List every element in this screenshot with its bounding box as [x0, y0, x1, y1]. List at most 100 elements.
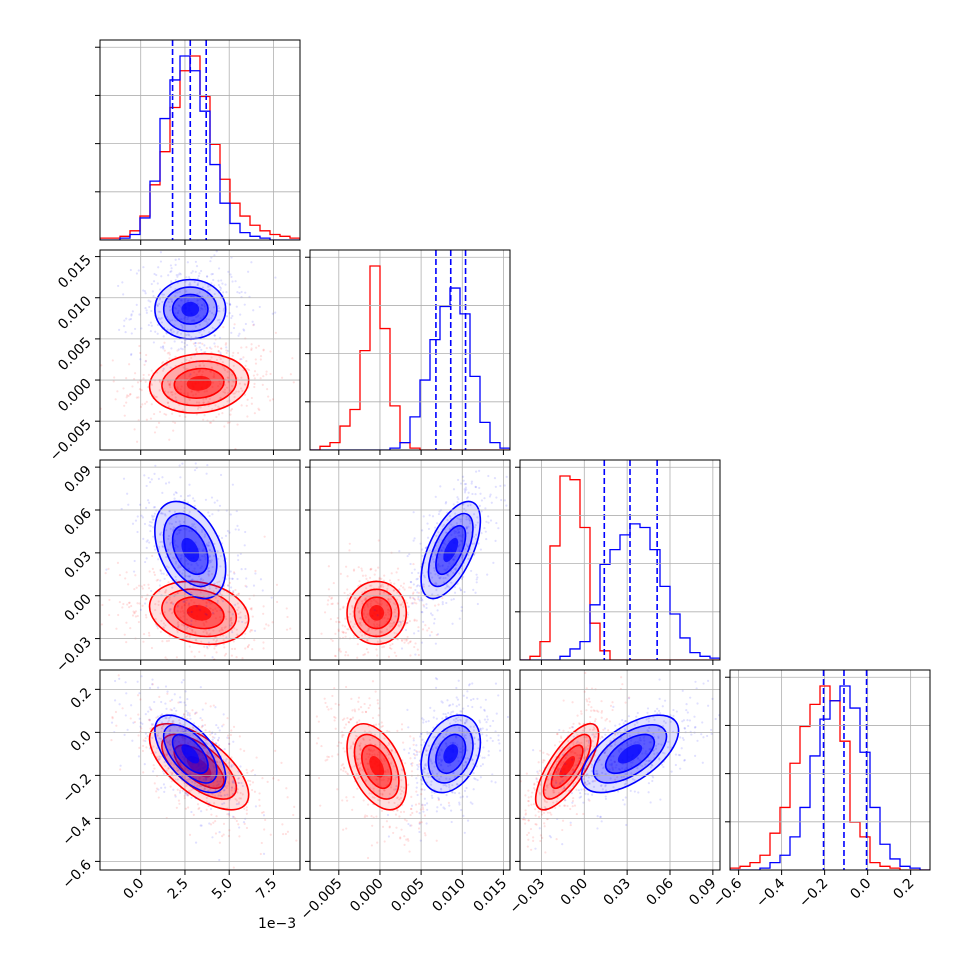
x-tick-label: 0.0	[847, 876, 874, 903]
blue-contour	[435, 733, 467, 775]
y-tick-label: 0.005	[55, 334, 95, 374]
red-density	[369, 756, 385, 778]
blue-density	[443, 744, 459, 764]
red-contour	[361, 596, 393, 630]
x-offset-label: 1e−3	[258, 916, 296, 932]
scatter-panel-2-1	[305, 459, 511, 665]
x-tick-label: 0.06	[643, 875, 676, 908]
y-tick-label: 0.2	[68, 685, 95, 712]
blue-contour	[154, 714, 227, 794]
x-tick-label: 2.5	[165, 876, 192, 903]
blue-scatter-points	[373, 469, 510, 656]
y-tick-label: 0.000	[55, 376, 95, 416]
x-tick-label: −0.005	[298, 876, 346, 924]
blue-contour	[427, 724, 474, 784]
hist-panel-3: −0.6 −0.4 −0.2 0.0 0.2	[710, 669, 931, 911]
red-contour	[148, 352, 250, 414]
red-contour	[346, 722, 408, 811]
panel-frame	[309, 249, 511, 451]
blue-contour	[162, 724, 218, 784]
y-tick-label: 0.03	[61, 548, 94, 581]
blue-contour	[604, 733, 656, 775]
blue-density	[181, 301, 200, 317]
red-density	[186, 375, 212, 391]
red-density	[369, 604, 385, 621]
blue-density	[181, 537, 200, 563]
panel-frame	[729, 669, 931, 871]
y-tick-label: 0.06	[61, 505, 94, 538]
red-histogram	[310, 265, 510, 450]
blue-contour	[162, 286, 218, 333]
blue-contour	[580, 714, 680, 794]
x-tick-label: 0.010	[429, 876, 469, 916]
blue-contour	[420, 714, 482, 794]
red-contour	[353, 588, 400, 638]
panel-frame	[309, 669, 511, 871]
blue-histogram	[310, 287, 510, 450]
x-tick-label: 0.005	[388, 876, 428, 916]
hist-panel-2	[515, 459, 721, 665]
scatter-panel-3-0: 0.0 2.5 5.0 7.5 −0.6 −0.4 −0.2 0.0 0.2	[59, 669, 301, 903]
panel-frame	[99, 459, 301, 661]
red-density	[559, 756, 576, 778]
red-contour	[173, 367, 225, 399]
x-tick-label: 0.0	[120, 876, 147, 903]
y-tick-label: −0.005	[47, 417, 95, 465]
blue-contour	[435, 524, 467, 576]
x-tick-label: 0.015	[471, 876, 511, 916]
red-contour	[346, 580, 408, 646]
x-tick-label: 0.2	[890, 876, 917, 903]
blue-density	[181, 744, 200, 764]
y-tick-label: −0.6	[59, 857, 94, 892]
red-histogram	[730, 685, 930, 870]
hist-panel-0	[95, 39, 301, 245]
y-tick-label: 0.09	[61, 463, 94, 496]
y-tick-label: 0.010	[55, 293, 95, 333]
blue-contour	[154, 500, 227, 600]
y-tick-label: −0.03	[53, 634, 95, 676]
panel-frame	[309, 459, 511, 661]
red-contour	[161, 588, 238, 638]
y-tick-label: 0.015	[55, 252, 95, 292]
y-tick-label: 0.00	[61, 591, 94, 624]
red-contour	[353, 733, 400, 800]
x-tick-label: −0.2	[796, 876, 831, 911]
panel-frame	[99, 669, 301, 871]
scatter-panel-2-0: −0.03 0.00 0.03 0.06 0.09	[53, 459, 301, 676]
blue-contour	[171, 524, 209, 576]
x-tick-label: 0.00	[558, 876, 591, 909]
blue-contour	[171, 293, 209, 325]
red-contour	[542, 733, 592, 800]
blue-histogram	[730, 685, 930, 870]
blue-histogram	[520, 523, 720, 660]
y-tick-label: −0.2	[59, 771, 94, 806]
panel-frame	[519, 669, 721, 871]
blue-histogram	[100, 55, 300, 240]
hist-panel-1	[305, 249, 511, 455]
scatter-panel-3-1: −0.005 0.000 0.005 0.010 0.015	[298, 669, 511, 924]
red-contour	[361, 744, 393, 790]
panel-frame	[99, 249, 301, 451]
red-density	[186, 604, 212, 621]
red-contour	[148, 580, 250, 646]
red-contour	[550, 744, 584, 790]
blue-density	[443, 537, 459, 563]
x-tick-label: −0.03	[507, 876, 549, 918]
red-contour	[148, 722, 250, 811]
panel-frame	[519, 459, 721, 661]
blue-contour	[427, 512, 474, 588]
blue-contour	[171, 733, 209, 775]
y-tick-label: −0.4	[59, 814, 94, 849]
x-tick-label: 0.000	[347, 876, 387, 916]
scatter-panel-3-2: −0.03 0.00 0.03 0.06 0.09	[507, 669, 721, 918]
blue-contour	[162, 512, 218, 588]
x-tick-label: 7.5	[253, 876, 280, 903]
x-tick-label: 0.03	[601, 876, 634, 909]
y-tick-label: 0.0	[68, 728, 95, 755]
x-tick-label: −0.6	[710, 875, 745, 910]
blue-contour	[420, 500, 482, 600]
red-histogram	[520, 475, 720, 660]
blue-density	[617, 744, 643, 764]
